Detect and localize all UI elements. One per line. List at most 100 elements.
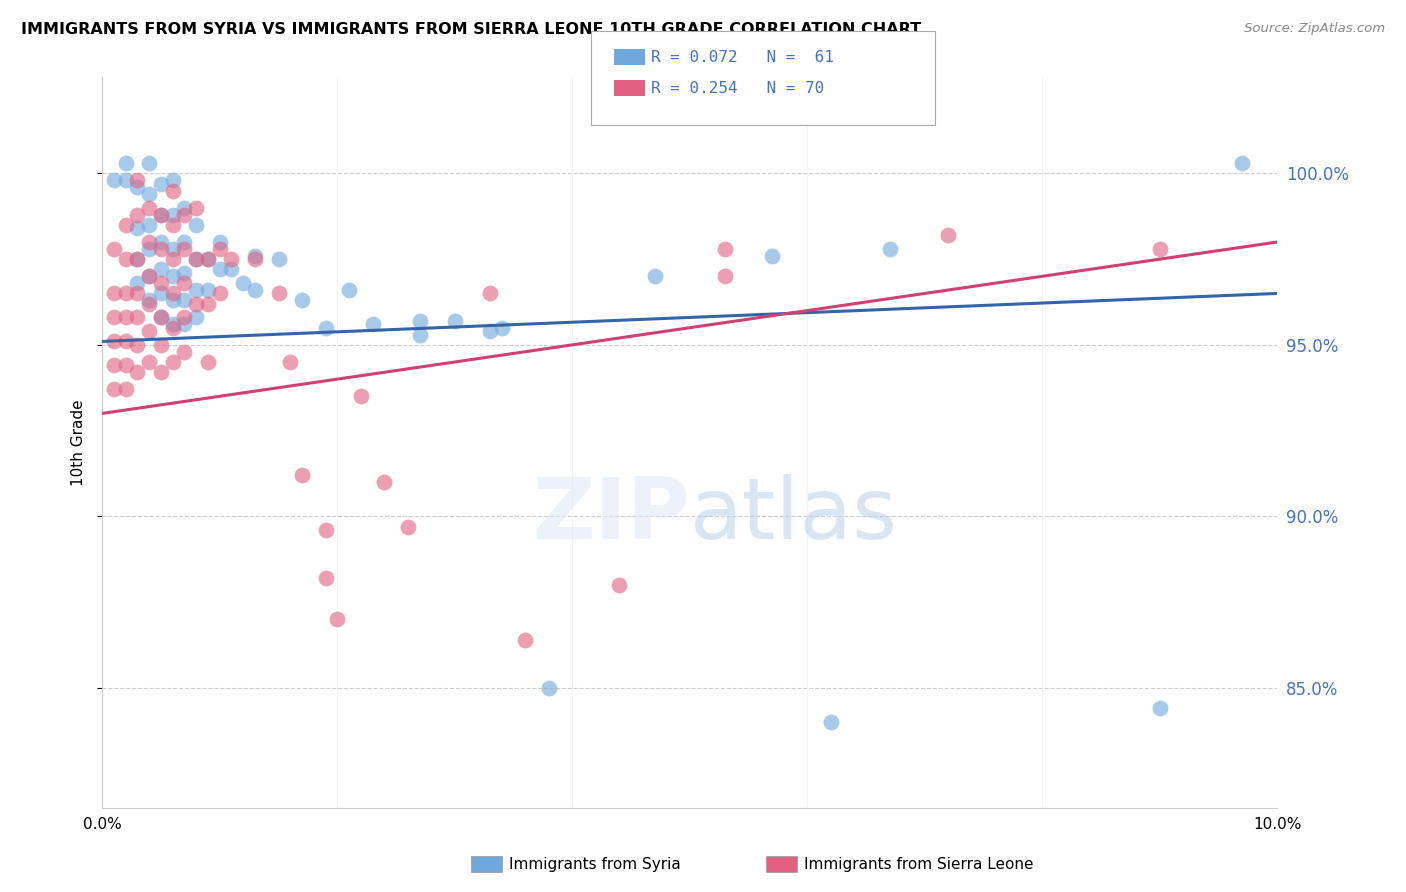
Point [197, 283, 219, 297]
Point [127, 173, 149, 187]
Point [162, 173, 184, 187]
Point [162, 293, 184, 308]
Point [127, 180, 149, 194]
Point [173, 293, 195, 308]
Point [149, 310, 172, 325]
Point [162, 242, 184, 256]
Point [761, 249, 783, 263]
Point [149, 276, 172, 290]
Point [114, 383, 136, 397]
Point [114, 156, 136, 170]
Point [149, 208, 172, 222]
Point [243, 249, 266, 263]
Point [127, 221, 149, 235]
Point [103, 173, 125, 187]
Point [162, 320, 184, 334]
Point [408, 314, 430, 328]
Point [197, 252, 219, 267]
Text: R = 0.072   N =  61: R = 0.072 N = 61 [651, 50, 834, 64]
Point [186, 218, 208, 232]
Point [173, 276, 195, 290]
Point [127, 208, 149, 222]
Point [197, 252, 219, 267]
Point [173, 344, 195, 359]
Text: Source: ZipAtlas.com: Source: ZipAtlas.com [1244, 22, 1385, 36]
Point [127, 252, 149, 267]
Point [138, 156, 160, 170]
Point [103, 310, 125, 325]
Point [114, 359, 136, 373]
Point [127, 276, 149, 290]
Point [127, 365, 149, 379]
Point [149, 242, 172, 256]
Point [103, 334, 125, 349]
Point [267, 286, 290, 301]
Point [114, 218, 136, 232]
Point [361, 318, 384, 332]
Point [162, 218, 184, 232]
Point [186, 296, 208, 310]
Point [938, 228, 960, 243]
Point [243, 283, 266, 297]
Text: ZIP: ZIP [531, 474, 690, 558]
Point [162, 252, 184, 267]
Point [114, 173, 136, 187]
Point [173, 235, 195, 249]
Point [479, 286, 502, 301]
Point [607, 578, 630, 592]
Point [267, 252, 290, 267]
Point [373, 475, 395, 489]
Point [114, 334, 136, 349]
Point [186, 252, 208, 267]
Point [127, 310, 149, 325]
Point [186, 201, 208, 215]
Point [173, 266, 195, 280]
Text: IMMIGRANTS FROM SYRIA VS IMMIGRANTS FROM SIERRA LEONE 10TH GRADE CORRELATION CHA: IMMIGRANTS FROM SYRIA VS IMMIGRANTS FROM… [21, 22, 921, 37]
Point [186, 283, 208, 297]
Point [149, 286, 172, 301]
Point [173, 201, 195, 215]
Point [291, 468, 314, 483]
Point [537, 681, 560, 695]
Point [138, 293, 160, 308]
Point [127, 252, 149, 267]
Point [208, 242, 231, 256]
Point [103, 359, 125, 373]
Point [103, 286, 125, 301]
Point [149, 262, 172, 277]
Point [491, 320, 513, 334]
Point [396, 519, 419, 533]
Point [243, 252, 266, 267]
Text: Immigrants from Syria: Immigrants from Syria [509, 857, 681, 871]
Point [162, 208, 184, 222]
Point [138, 269, 160, 284]
Point [443, 314, 465, 328]
Point [197, 355, 219, 369]
Point [149, 310, 172, 325]
Point [149, 177, 172, 191]
Point [714, 269, 737, 284]
Point [820, 714, 842, 729]
Point [127, 338, 149, 352]
Point [326, 612, 349, 626]
Point [103, 242, 125, 256]
Point [138, 324, 160, 338]
Point [221, 252, 243, 267]
Point [149, 365, 172, 379]
Point [291, 293, 314, 308]
Point [879, 242, 901, 256]
Point [138, 235, 160, 249]
Point [173, 242, 195, 256]
Point [114, 310, 136, 325]
Point [173, 318, 195, 332]
Point [208, 262, 231, 277]
Point [208, 235, 231, 249]
Point [197, 296, 219, 310]
Point [1232, 156, 1254, 170]
Point [186, 310, 208, 325]
Point [350, 389, 373, 403]
Point [173, 208, 195, 222]
Point [138, 296, 160, 310]
Point [208, 286, 231, 301]
Point [138, 269, 160, 284]
